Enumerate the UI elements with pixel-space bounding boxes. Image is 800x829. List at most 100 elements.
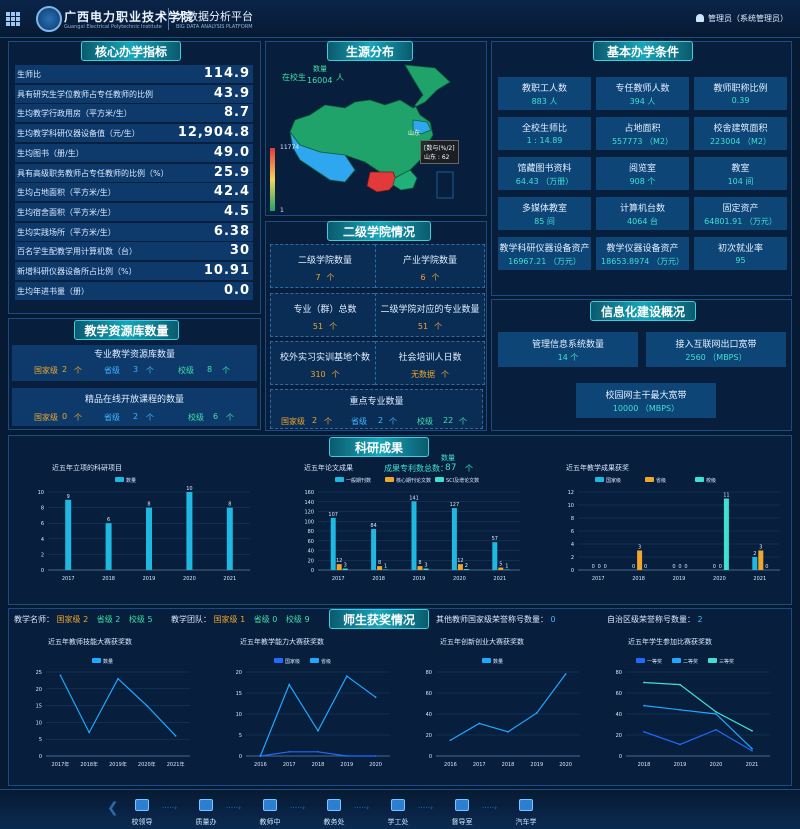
core-indicator-row: 生均实践场所（平方米/生） 6.38 — [15, 222, 253, 241]
data-point — [507, 730, 509, 733]
bar-value-label: 8 — [378, 560, 381, 566]
college-stat-value: 51 — [417, 322, 429, 331]
apps-grid-icon[interactable] — [6, 12, 20, 26]
source-school-label: 在校生 — [282, 73, 306, 82]
province-count: 2 — [115, 615, 121, 624]
chart-title: 近五年论文成果 — [304, 464, 353, 472]
china-map[interactable] — [285, 60, 465, 210]
bar-value-label: 8 — [418, 560, 421, 566]
data-point — [259, 755, 262, 757]
core-indicator-row: 生均图书（册/生） 49.0 — [15, 143, 253, 162]
patent-unit: 个 — [465, 464, 473, 473]
map-legend-min: 1 — [280, 207, 284, 214]
bar — [457, 564, 463, 570]
nav-item[interactable]: 教师中 — [252, 799, 288, 827]
nav-item-label: 督导室 — [451, 818, 473, 826]
chart-title: 近五年立项的科研项目 — [52, 464, 122, 472]
basic-stat-value: 85 间 — [534, 217, 555, 226]
province-label: 省级 — [104, 413, 120, 422]
bar-value-label: 0 — [678, 564, 681, 570]
other-honor-value: 0 — [550, 615, 556, 624]
legend-label: 数量 — [103, 658, 113, 665]
basic-stat-box: 教师职称比例 0.39 — [694, 77, 787, 110]
school-count: 5 — [147, 615, 153, 624]
nav-item[interactable]: 督导室 — [444, 799, 480, 827]
core-indicator-label: 新增科研仪器设备所占比例（%） — [17, 267, 137, 276]
nav-item[interactable]: 教务处 — [316, 799, 352, 827]
legend-label: 核心期刊论文数 — [396, 477, 431, 484]
basic-stat-box: 阅览室 908 个 — [596, 157, 689, 190]
x-tick-label: 2017 — [283, 762, 296, 768]
x-tick-label: 2019 — [143, 576, 156, 582]
basic-stat-box: 教职工人数 883 人 — [498, 77, 591, 110]
college-stat-unit: 个 — [329, 322, 338, 331]
y-tick-label: 0 — [239, 754, 242, 760]
bar — [752, 557, 758, 570]
core-indicator-row: 生均宿舍面积（平方米/生） 4.5 — [15, 202, 253, 221]
x-tick-label: 2020 — [453, 576, 466, 582]
x-tick-label: 2018 — [372, 576, 385, 582]
x-tick-label: 2021 — [746, 762, 759, 768]
bar-value-label: 84 — [370, 523, 376, 529]
nav-arrow-icon: · · · · · › — [482, 804, 497, 812]
school-count: 22 — [443, 416, 454, 425]
basic-stat-box: 初次就业率 95 — [694, 237, 787, 270]
south-sea-inset — [436, 171, 454, 199]
bar — [417, 566, 423, 570]
bar — [498, 567, 504, 570]
core-indicator-label: 生均教学科研仪器设备值（元/生） — [17, 129, 140, 139]
nav-item[interactable]: 校领导 — [124, 799, 160, 827]
core-indicator-value: 4.5 — [223, 203, 250, 219]
nav-arrow-icon: · · · · · › — [290, 804, 305, 812]
nav-item[interactable]: 质量办 — [188, 799, 224, 827]
x-tick-label: 2018 — [632, 576, 645, 582]
data-point — [174, 734, 177, 737]
map-region-southeast[interactable] — [392, 169, 418, 191]
top-bar — [0, 0, 800, 38]
source-unit: 人 — [336, 73, 344, 82]
bar-value-label: 0 — [598, 564, 601, 570]
nav-prev-icon[interactable]: ❮ — [107, 800, 119, 816]
basic-stat-value: 18653.8974 （万元） — [601, 257, 684, 266]
basic-stat-value: 557773 （M2） — [611, 137, 674, 146]
info-item-backbone: 校园网主干最大宽带 10000 （MBPS） — [576, 383, 716, 418]
college-stat-box: 产业学院数量 6 个 — [375, 244, 485, 288]
y-tick-label: 10 — [38, 490, 44, 496]
college-stat-value-line: 51 个 — [376, 321, 484, 332]
info-value: 10000 （MBPS） — [612, 404, 680, 413]
nav-item[interactable]: 学工处 — [380, 799, 416, 827]
x-tick-label: 2018 — [638, 762, 651, 768]
bar-value-label: 0 — [592, 564, 595, 570]
series-line — [450, 673, 567, 741]
unit: 个 — [74, 366, 82, 375]
x-tick-label: 2020 — [710, 762, 723, 768]
bar-value-label: 2 — [753, 551, 756, 557]
bar-value-label: 3 — [759, 545, 762, 551]
data-point — [751, 729, 753, 732]
map-region-southwest[interactable] — [289, 131, 356, 183]
y-tick-label: 0 — [41, 568, 44, 574]
data-point — [117, 677, 119, 680]
info-label: 管理信息系统数量 — [531, 340, 604, 350]
y-tick-label: 80 — [426, 670, 432, 676]
bar — [65, 499, 72, 570]
bar-value-label: 0 — [684, 564, 687, 570]
key-major-title: 重点专业数量 — [349, 397, 404, 407]
user-menu[interactable]: 管理员（系统管理员） — [696, 13, 788, 24]
bar-value-label: 141 — [409, 495, 419, 501]
y-tick-label: 4 — [41, 537, 44, 543]
x-tick-label: 2017 — [62, 576, 75, 582]
college-stat-box: 二级学院数量 7 个 — [270, 244, 380, 288]
basic-stat-value: 908 个 — [629, 177, 656, 186]
teaching-ability-chart: 国家级 省级 0 5 10 15 20 2016 2017 2018 2019 2020 — [236, 658, 390, 768]
core-indicator-row: 新增科研仪器设备所占比例（%） 10.91 — [15, 262, 253, 280]
y-tick-label: 160 — [304, 490, 314, 496]
series-line — [643, 705, 753, 750]
map-region-guangxi[interactable] — [366, 171, 398, 193]
core-indicator-value: 114.9 — [203, 66, 250, 81]
nav-item[interactable]: 汽车学 — [508, 799, 544, 827]
map-region-shandong[interactable] — [412, 119, 432, 135]
data-point — [288, 683, 291, 686]
y-tick-label: 5 — [239, 733, 242, 739]
bar — [226, 507, 233, 570]
